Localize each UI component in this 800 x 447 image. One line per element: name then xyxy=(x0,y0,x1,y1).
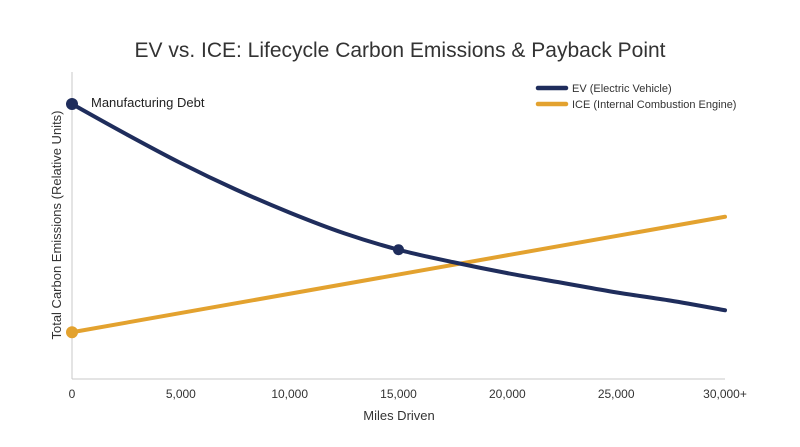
legend: EV (Electric Vehicle) ICE (Internal Comb… xyxy=(535,83,736,111)
x-tick-label: 10,000 xyxy=(271,387,308,401)
legend-label-ice: ICE (Internal Combustion Engine) xyxy=(572,99,736,111)
y-axis-label: Total Carbon Emissions (Relative Units) xyxy=(49,110,64,339)
legend-label-ev: EV (Electric Vehicle) xyxy=(572,83,672,95)
x-axis-label: Miles Driven xyxy=(363,408,435,423)
ice-start-marker xyxy=(66,326,78,339)
series-line-ev xyxy=(70,102,727,313)
series-line-ice xyxy=(70,214,727,335)
series-markers xyxy=(66,98,404,339)
x-tick-label: 20,000 xyxy=(489,387,526,401)
annotation-manufacturing-debt: Manufacturing Debt xyxy=(91,95,205,110)
x-tick-label: 30,000+ xyxy=(703,387,747,401)
x-tick-label: 25,000 xyxy=(598,387,635,401)
x-tick-label: 15,000 xyxy=(380,387,417,401)
ev-start-marker xyxy=(66,98,78,110)
x-tick-labels: 0 5,000 10,000 15,000 20,000 25,000 30,000+ xyxy=(69,387,747,401)
chart-title: EV vs. ICE: Lifecycle Carbon Emissions &… xyxy=(134,39,665,62)
series-lines xyxy=(70,102,727,335)
x-tick-label: 5,000 xyxy=(166,387,196,401)
x-tick-label: 0 xyxy=(69,387,76,401)
payback-point-marker xyxy=(393,244,404,256)
axes xyxy=(71,72,725,380)
